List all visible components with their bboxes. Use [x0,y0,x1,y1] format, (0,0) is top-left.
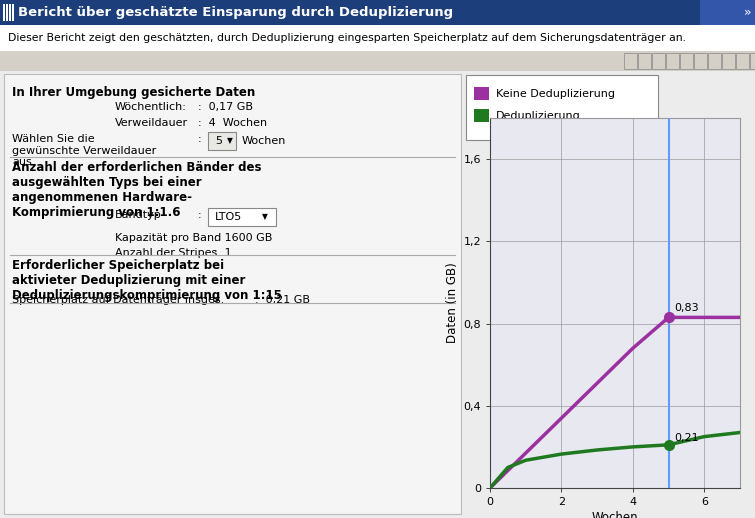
Bar [4,74,461,514]
Text: In Ihrer Umgebung gesicherte Daten: In Ihrer Umgebung gesicherte Daten [12,86,255,99]
Text: :  1: : 1 [214,248,232,258]
Bar [700,0,755,25]
Bar [474,87,489,100]
Text: Anzahl der erforderlichen Bänder des
ausgewählten Typs bei einer
angenommenen Ha: Anzahl der erforderlichen Bänder des aus… [12,161,261,219]
Text: 0,83: 0,83 [674,303,698,313]
Text: :: : [198,134,202,144]
Text: Verweildauer: Verweildauer [115,118,188,128]
Bar [680,53,693,69]
Text: Dieser Bericht zeigt den geschätzten, durch Deduplizierung eingesparten Speicher: Dieser Bericht zeigt den geschätzten, du… [8,33,686,43]
Bar [6,4,8,21]
Text: Kapazität pro Band: Kapazität pro Band [115,233,221,243]
Text: Keine Deduplizierung: Keine Deduplizierung [496,89,615,99]
Bar [208,208,276,226]
Text: :  1600 GB: : 1600 GB [214,233,273,243]
Bar [12,4,14,21]
Bar [0,71,755,518]
Bar [624,53,637,69]
Bar [750,53,755,69]
Text: Deduplizierung: Deduplizierung [496,111,581,121]
Text: :  4  Wochen: : 4 Wochen [198,118,267,128]
X-axis label: Wochen: Wochen [592,511,638,518]
Text: Erforderlicher Speicherplatz bei
aktivieter Deduplizierung mit einer
Deduplizier: Erforderlicher Speicherplatz bei aktivie… [12,259,282,302]
Bar [708,53,721,69]
Bar [652,53,665,69]
Text: 5: 5 [215,136,222,146]
Bar [3,4,5,21]
Text: Wählen Sie die
gewünschte Verweildauer
aus: Wählen Sie die gewünschte Verweildauer a… [12,134,156,167]
Text: 0,21: 0,21 [674,433,698,443]
Bar [736,53,749,69]
Text: »: » [744,6,752,19]
Text: Wochen: Wochen [242,136,286,146]
Text: :  0,21 GB: : 0,21 GB [255,295,310,305]
Bar [638,53,651,69]
Bar [208,132,236,150]
Text: :: : [198,210,202,220]
Bar [474,109,489,122]
Bar [9,4,11,21]
Bar [466,75,658,140]
Bar [694,53,707,69]
Bar [0,25,755,51]
Y-axis label: Daten (in GB): Daten (in GB) [446,263,459,343]
Text: :  0,17 GB: : 0,17 GB [198,102,253,112]
Bar [0,0,755,25]
Bar [0,51,755,71]
Text: Anzahl der Stripes: Anzahl der Stripes [115,248,217,258]
Text: ▼: ▼ [227,137,233,146]
Text: Bandtyp: Bandtyp [115,210,162,220]
Bar [666,53,679,69]
Text: Wöchentlich:: Wöchentlich: [115,102,187,112]
Text: ▼: ▼ [262,212,268,222]
Text: Speicherplatz auf Datenträger insges.: Speicherplatz auf Datenträger insges. [12,295,224,305]
Text: Bericht über geschätzte Einsparung durch Deduplizierung: Bericht über geschätzte Einsparung durch… [18,6,453,19]
Bar [722,53,735,69]
Text: LTO5: LTO5 [215,212,242,222]
